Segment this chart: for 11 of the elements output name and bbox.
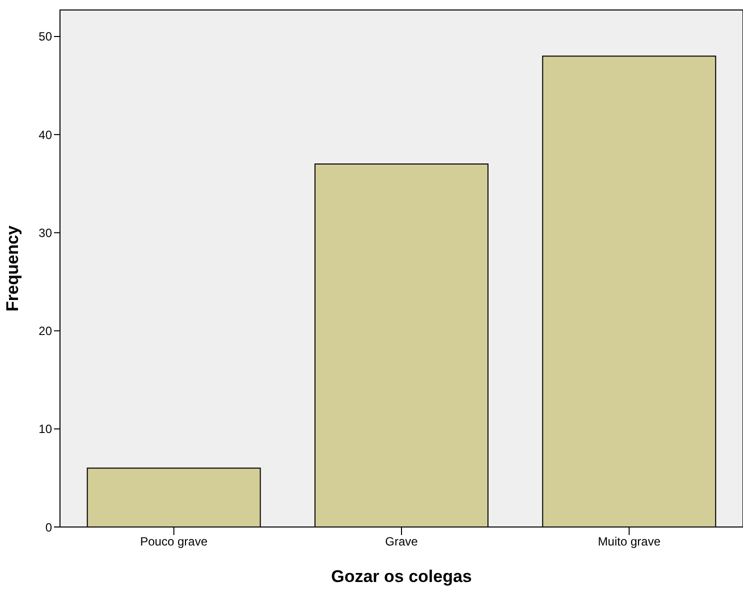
x-tick-label: Pouco grave (140, 534, 208, 549)
y-tick-label: 30 (38, 226, 52, 240)
y-tick-label: 40 (38, 128, 52, 142)
x-tick-label: Grave (385, 534, 418, 549)
y-tick-label: 20 (38, 324, 52, 338)
y-tick-label: 10 (38, 422, 52, 436)
x-axis-title: Gozar os colegas (331, 567, 472, 586)
y-axis-title: Frequency (3, 224, 22, 312)
x-tick-label: Muito grave (598, 534, 661, 549)
y-tick-label: 50 (38, 30, 52, 44)
y-tick-label: 0 (45, 520, 52, 534)
